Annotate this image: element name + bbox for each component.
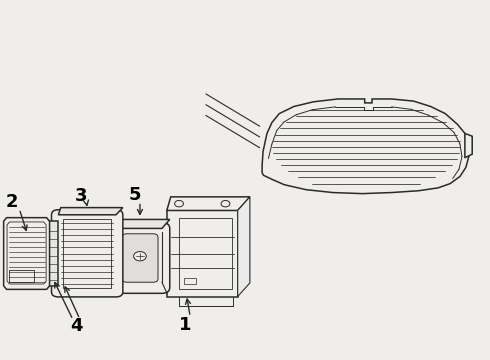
Polygon shape bbox=[465, 134, 472, 158]
Text: 5: 5 bbox=[129, 186, 141, 204]
Polygon shape bbox=[262, 99, 469, 194]
Bar bbox=[184, 278, 196, 284]
Polygon shape bbox=[156, 232, 167, 277]
Text: 1: 1 bbox=[179, 316, 192, 334]
Text: 3: 3 bbox=[75, 187, 88, 205]
Polygon shape bbox=[167, 197, 250, 211]
FancyBboxPatch shape bbox=[122, 234, 158, 282]
Polygon shape bbox=[238, 197, 250, 297]
Text: 2: 2 bbox=[5, 193, 18, 211]
FancyBboxPatch shape bbox=[51, 210, 123, 297]
Polygon shape bbox=[48, 221, 58, 286]
Polygon shape bbox=[167, 211, 238, 297]
Polygon shape bbox=[118, 220, 170, 228]
Polygon shape bbox=[3, 218, 49, 289]
Text: 4: 4 bbox=[70, 317, 83, 335]
FancyBboxPatch shape bbox=[110, 223, 170, 293]
Circle shape bbox=[134, 252, 147, 261]
Polygon shape bbox=[58, 208, 123, 215]
